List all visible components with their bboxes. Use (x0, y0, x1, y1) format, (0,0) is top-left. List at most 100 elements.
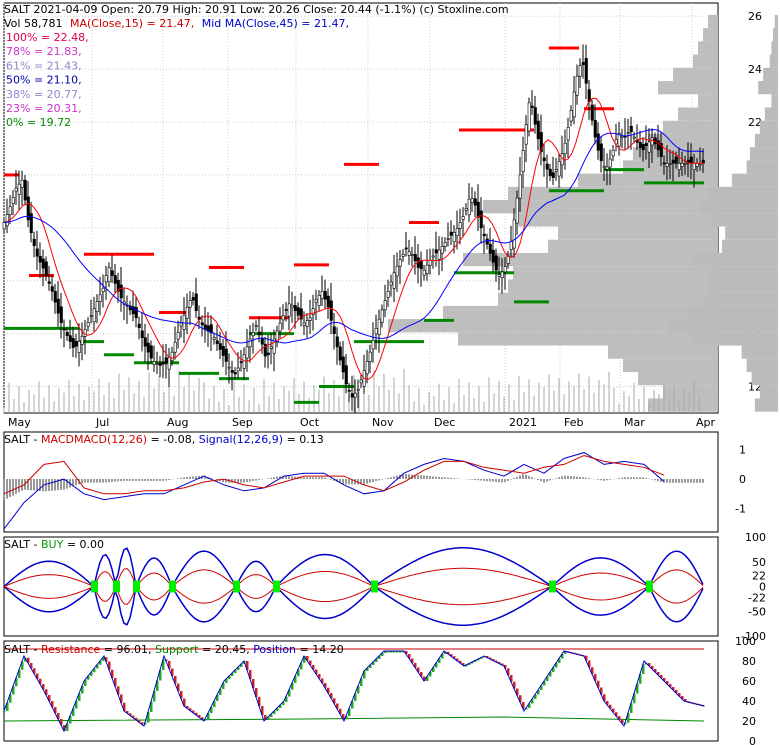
header-vol: Vol 58,781 (4, 17, 62, 30)
fib-level-label: 50% = 21.10, (6, 74, 82, 87)
candle-body (185, 306, 189, 319)
candle-body (293, 305, 297, 312)
candle-body (182, 314, 186, 330)
candle-body (248, 338, 252, 348)
sr-step-bar (585, 655, 588, 661)
sr-step-bar (417, 667, 420, 672)
candle-body (530, 105, 534, 108)
sr-step-bar (477, 659, 480, 661)
volume-profile-overlay (463, 252, 718, 267)
sr-step-bar (399, 651, 402, 653)
sr-step-bar (402, 651, 405, 653)
price-panel: 2624222018161412MayJulAugSepOctNovDec202… (2, 2, 778, 429)
sr-step-bar (546, 676, 549, 681)
candle-body (23, 179, 27, 201)
sr-step-bar (480, 657, 483, 659)
volume-profile-overlay (558, 226, 718, 240)
candle-body (518, 174, 522, 199)
candle-body (35, 248, 39, 257)
candle-body (119, 284, 123, 299)
volume-profile-overlay (708, 14, 718, 29)
sr-step-bar (57, 713, 60, 719)
sr-position-line (3, 650, 705, 733)
sr-y-tick: 80 (742, 655, 756, 668)
candle-body (44, 261, 48, 276)
candle-body (581, 62, 585, 66)
candle-body (641, 144, 645, 151)
sr-step-bar (273, 711, 276, 714)
candle-body (317, 294, 321, 306)
sr-step-bar (636, 683, 639, 694)
buy-marker (233, 580, 240, 593)
candle-body (386, 291, 390, 298)
candle-body (458, 222, 462, 229)
candle-body (116, 279, 120, 292)
candle-body (95, 301, 99, 312)
sr-support-line (3, 716, 705, 722)
candle-body (29, 213, 33, 234)
sr-resistance: Resistance (41, 643, 101, 656)
candle-body (461, 216, 465, 220)
sr-step-bar (72, 708, 75, 716)
candle-body (161, 361, 165, 365)
sr-step-bar (363, 671, 366, 679)
x-tick-label: Nov (372, 416, 394, 429)
sr-position: Position (253, 643, 296, 656)
candle-body (506, 255, 510, 264)
sr-step-bar (195, 712, 198, 715)
volume-profile-bar (700, 200, 778, 214)
volume-profile-bar (754, 398, 778, 412)
candle-body (503, 266, 507, 273)
candle-body (80, 335, 84, 345)
candle-body (110, 270, 114, 276)
sr-step-bar (225, 679, 228, 683)
sr-step-bar (135, 717, 138, 720)
candle-body (338, 346, 342, 361)
sr-step-bar (237, 667, 240, 670)
candle-body (368, 351, 372, 362)
candle-body (599, 143, 603, 162)
sr-step-bar (204, 719, 207, 721)
candle-body (164, 357, 168, 364)
sr-step-bar (438, 658, 441, 663)
sr-step-bar (90, 672, 93, 676)
fib-level-label: 23% = 20.31, (6, 102, 82, 115)
volume-profile-overlay (678, 107, 718, 121)
sr-step-bar (270, 714, 273, 717)
candle-body (242, 354, 246, 369)
sr-step-bar (219, 689, 222, 695)
volume-profile-bar (725, 226, 778, 240)
volume-profile-overlay (548, 239, 718, 253)
sr-step-bar (150, 701, 153, 712)
sr-step-bar (396, 651, 399, 653)
candle-body (92, 308, 96, 323)
sr-step-bar (423, 676, 426, 681)
candle-body (473, 198, 477, 206)
candle-body (590, 104, 594, 121)
buy-marker (133, 580, 140, 593)
macd-y-tick: -1 (735, 502, 746, 515)
sr-step-bar (75, 701, 78, 709)
candle-body (152, 361, 156, 365)
candle-body (311, 308, 315, 315)
sr-step-bar (516, 688, 519, 696)
volume-profile-bar (759, 385, 778, 399)
candle-body (356, 388, 360, 391)
candle-body (86, 322, 90, 327)
candle-body (392, 272, 396, 289)
sr-step-bar (651, 666, 654, 669)
sr-step-bar (306, 656, 309, 661)
candle-body (374, 328, 378, 335)
signal-line (3, 454, 665, 495)
candle-body (437, 249, 441, 260)
fib-level-label: 0% = 19.72 (6, 116, 71, 129)
candle-body (542, 157, 546, 162)
sr-step-bar (630, 703, 633, 713)
x-tick-label: Dec (434, 416, 455, 429)
candle-body (221, 346, 225, 356)
sr-step-bar (504, 665, 507, 669)
sr-step-bar (615, 712, 618, 716)
candle-body (2, 222, 6, 230)
sr-step-bar (27, 657, 30, 663)
sr-step-bar (126, 711, 129, 714)
